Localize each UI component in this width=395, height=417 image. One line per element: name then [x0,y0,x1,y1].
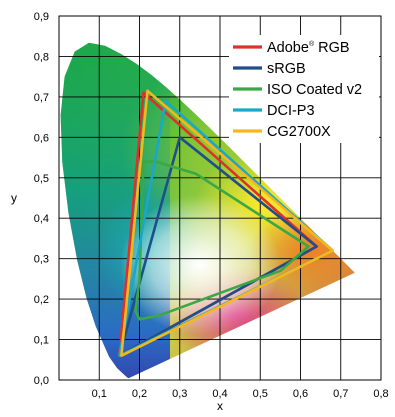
x-tick-label: 0,6 [293,388,308,400]
y-axis-label: y [11,191,17,205]
series-gamut [120,89,335,358]
y-tick-label: 0,5 [34,173,49,185]
y-tick-label: 0,0 [34,375,49,387]
series-gamut [118,136,318,358]
x-tick-label: 0,7 [333,388,348,400]
y-tick-label: 0,6 [34,132,49,144]
legend-label: DCI-P3 [267,103,315,119]
x-tick-label: 0,5 [253,388,268,400]
x-tick-labels: 0,1 0,2 0,3 0,4 0,5 0,6 0,7 0,8 [92,388,389,400]
y-tick-label: 0,9 [34,11,49,23]
y-tick-label: 0,4 [34,213,49,225]
legend: Adobe® RGB sRGB ISO Coated v2 DCI-P3 CG2700X [229,35,379,143]
legend-label: Adobe® RGB [267,40,350,56]
y-tick-label: 0,7 [34,92,49,104]
x-tick-label: 0,3 [172,388,187,400]
x-tick-label: 0,1 [92,388,107,400]
legend-label: ISO Coated v2 [267,82,362,98]
y-tick-label: 0,2 [34,294,49,306]
y-tick-label: 0,3 [34,254,49,266]
y-tick-labels: 0,0 0,1 0,2 0,3 0,4 0,5 0,6 0,7 0,8 0,9 [34,11,49,387]
plot-frame [58,15,382,381]
x-axis-label: x [217,399,223,413]
x-tick-label: 0,2 [132,388,147,400]
x-tick-label: 0,4 [212,388,227,400]
series-gamut [134,160,310,321]
legend-label: sRGB [267,61,306,77]
x-tick-label: 0,8 [373,388,388,400]
legend-label: CG2700X [267,124,331,140]
series-lines [118,89,335,358]
y-tick-label: 0,1 [34,335,49,347]
y-tick-label: 0,8 [34,51,49,63]
